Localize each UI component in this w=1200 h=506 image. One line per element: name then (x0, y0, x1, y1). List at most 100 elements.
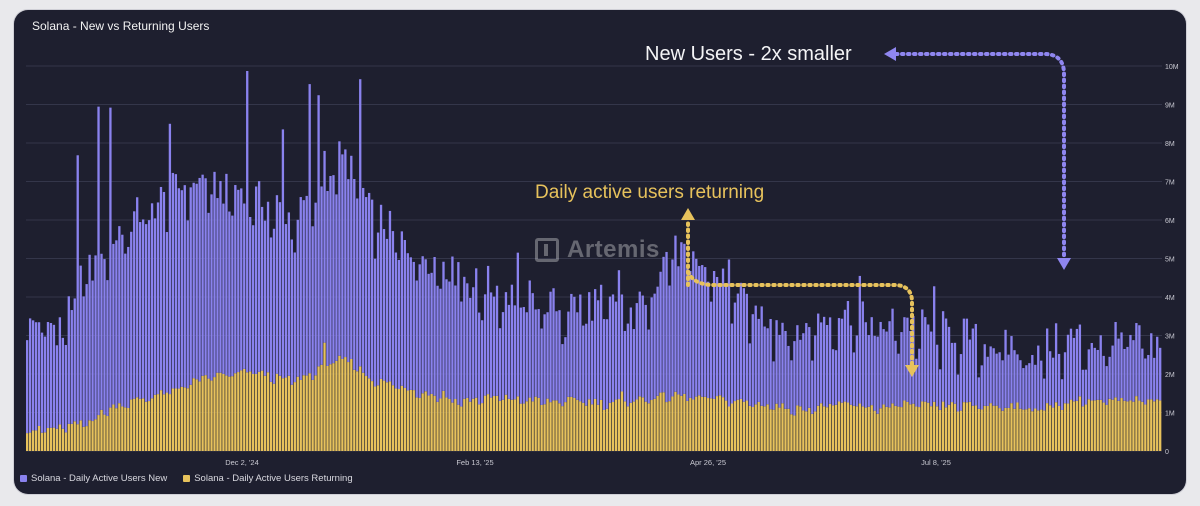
bar-new (430, 272, 433, 394)
bar-new (82, 296, 85, 427)
bar-returning (817, 405, 820, 451)
bar-new (1129, 334, 1132, 401)
bar-returning (195, 379, 198, 451)
bar-new (608, 296, 612, 403)
bar-new (243, 203, 246, 369)
bar-returning (525, 401, 528, 451)
bar-new (281, 129, 285, 379)
bar-returning (314, 375, 317, 451)
bar-new (549, 291, 552, 403)
bar-new (269, 237, 273, 382)
bar-new (817, 313, 820, 406)
returning-arrow-path (686, 270, 914, 367)
bar-returning (712, 398, 716, 451)
bar-returning (115, 408, 118, 451)
legend-item-returning[interactable]: Solana - Daily Active Users Returning (183, 473, 353, 484)
bar-new (168, 123, 172, 395)
bar-new (825, 325, 829, 408)
bar-returning (305, 375, 308, 451)
bar-returning (772, 409, 775, 451)
bar-new (891, 308, 894, 404)
bar-returning (1135, 396, 1138, 451)
bar-returning (822, 406, 826, 451)
bar-returning (350, 358, 353, 451)
bar-returning (861, 406, 864, 451)
bar-returning (825, 407, 829, 451)
y-tick-label: 8M (1165, 141, 1175, 148)
bar-new (1147, 354, 1150, 400)
bar-returning (150, 398, 154, 451)
bar-new (933, 286, 936, 402)
bar-returning (40, 432, 44, 451)
bar-new (870, 317, 873, 406)
bar-returning (1090, 400, 1093, 451)
bar-new (433, 257, 436, 396)
bar-new (820, 322, 823, 404)
bar-returning (585, 405, 588, 451)
bar-returning (1007, 407, 1010, 451)
bar-returning (1132, 401, 1135, 451)
bar-new (67, 296, 70, 424)
bar-returning (427, 395, 430, 451)
bar-returning (962, 402, 966, 451)
bar-new (385, 238, 389, 383)
bar-new (1114, 321, 1117, 398)
bar-new (94, 255, 97, 420)
bar-returning (192, 378, 195, 451)
bar-returning (995, 405, 998, 451)
bar-returning (805, 411, 808, 451)
bar-new (159, 186, 163, 391)
bar-returning (912, 403, 915, 451)
bar-returning (715, 396, 719, 451)
bar-new (683, 243, 686, 394)
bar-returning (1010, 403, 1013, 451)
bar-returning (168, 394, 172, 451)
bar-new (91, 280, 94, 422)
bar-new (620, 294, 624, 392)
bar-new (585, 323, 588, 406)
bar-new (207, 212, 210, 379)
bar-returning (338, 355, 341, 451)
bar-returning (707, 398, 710, 451)
bar-returning (394, 388, 398, 451)
bar-returning (483, 395, 487, 451)
bar-returning (1022, 409, 1025, 451)
bar-new (629, 307, 633, 403)
bar-returning (141, 398, 145, 451)
bar-returning (162, 394, 166, 451)
bar-returning (632, 401, 635, 451)
bar-returning (620, 391, 624, 451)
bar-new (986, 356, 989, 406)
bar-new (867, 335, 870, 407)
new-users-arrow-head-down (1057, 258, 1071, 270)
bar-new (266, 201, 270, 373)
bar-returning (52, 427, 56, 451)
bar-returning (918, 407, 921, 451)
bar-new (552, 288, 555, 401)
bar-returning (418, 397, 421, 451)
bar-returning (650, 400, 653, 451)
bar-returning (531, 401, 534, 451)
bar-new (424, 259, 427, 392)
bar-new (162, 191, 166, 395)
bar-returning (237, 372, 240, 451)
bar-new (736, 293, 740, 400)
bar-returning (944, 407, 948, 451)
bar-new (141, 219, 145, 399)
bar-new (1069, 328, 1073, 400)
bar-returning (724, 400, 728, 451)
bar-returning (180, 386, 183, 451)
bar-new (555, 311, 558, 401)
bar-returning (1031, 411, 1034, 451)
bar-returning (1105, 404, 1108, 451)
bar-new (463, 276, 466, 399)
bar-new (379, 204, 383, 379)
bar-new (953, 342, 957, 404)
bar-returning (787, 408, 790, 451)
bar-returning (1048, 405, 1052, 451)
bar-new (213, 171, 216, 378)
legend-item-new[interactable]: Solana - Daily Active Users New (20, 473, 167, 484)
bar-new (799, 339, 802, 407)
bar-returning (915, 406, 918, 451)
bar-returning (864, 407, 867, 451)
